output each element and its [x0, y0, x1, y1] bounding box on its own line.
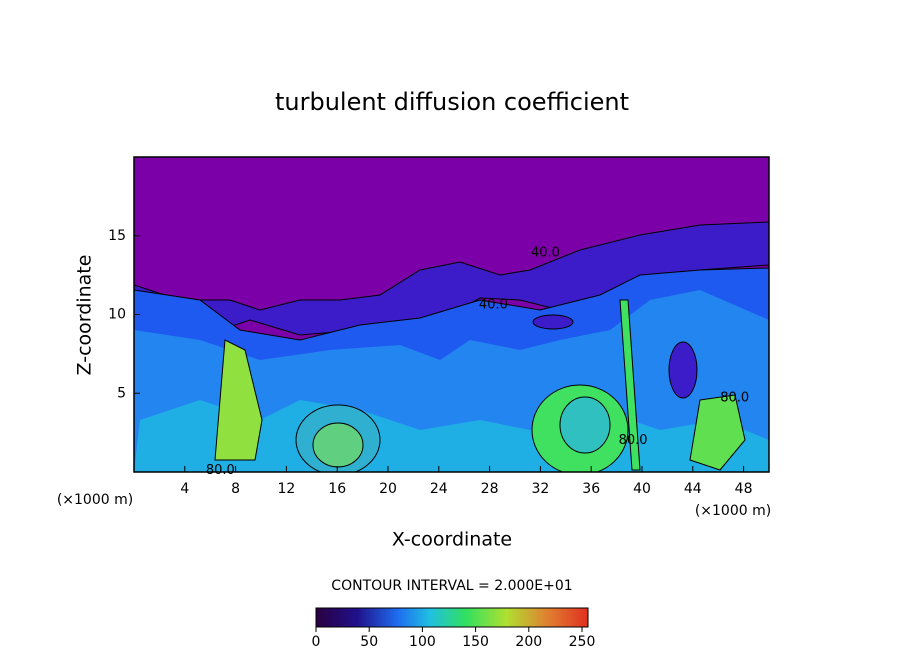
x-tick-label: 44 [684, 481, 702, 497]
contour-label: 40.0 [531, 246, 560, 261]
colorbar-tick-label: 250 [569, 634, 596, 650]
field-region [134, 221, 769, 336]
y-tick-label: 10 [108, 307, 126, 323]
x-tick-label: 12 [277, 481, 295, 497]
colorbar [315, 607, 589, 628]
x-tick-label: 24 [430, 481, 448, 497]
x-tick-label: 40 [633, 481, 651, 497]
contour-interval: CONTOUR INTERVAL = 2.000E+01 [331, 578, 572, 594]
field-region [559, 396, 611, 454]
contour-label: 40.0 [479, 298, 508, 313]
x-tick-label: 20 [379, 481, 397, 497]
colorbar-tick-label: 200 [515, 634, 542, 650]
contour-label: 80.0 [619, 433, 648, 448]
field-region [668, 341, 698, 399]
x-tick-label: 16 [328, 481, 346, 497]
y-tick-label: 5 [117, 385, 126, 401]
field-region [532, 314, 574, 330]
contour-label: 80.0 [720, 390, 749, 405]
x-tick-label: 36 [582, 481, 600, 497]
field [134, 157, 769, 472]
field-region [689, 394, 746, 471]
field-region [312, 422, 364, 468]
x-unit-label: (×1000 m) [695, 503, 771, 519]
x-tick-label: 8 [231, 481, 240, 497]
x-axis-label: X-coordinate [392, 529, 512, 551]
field-region [214, 339, 263, 461]
x-tick-label: 32 [531, 481, 549, 497]
y-tick-label: 15 [108, 228, 126, 244]
x-tick-label: 28 [481, 481, 499, 497]
chart-title: turbulent diffusion coefficient [275, 88, 629, 116]
colorbar-tick-label: 100 [409, 634, 436, 650]
field-region [619, 299, 641, 471]
x-tick-label: 48 [735, 481, 753, 497]
colorbar-tick-label: 50 [360, 634, 378, 650]
y-axis-label: Z-coordinate [74, 255, 96, 376]
colorbar-tick-label: 0 [312, 634, 321, 650]
contour-label: 80.0 [206, 463, 235, 478]
colorbar-tick-label: 150 [462, 634, 489, 650]
x-unit-label: (×1000 m) [57, 492, 133, 508]
x-tick-label: 4 [180, 481, 189, 497]
